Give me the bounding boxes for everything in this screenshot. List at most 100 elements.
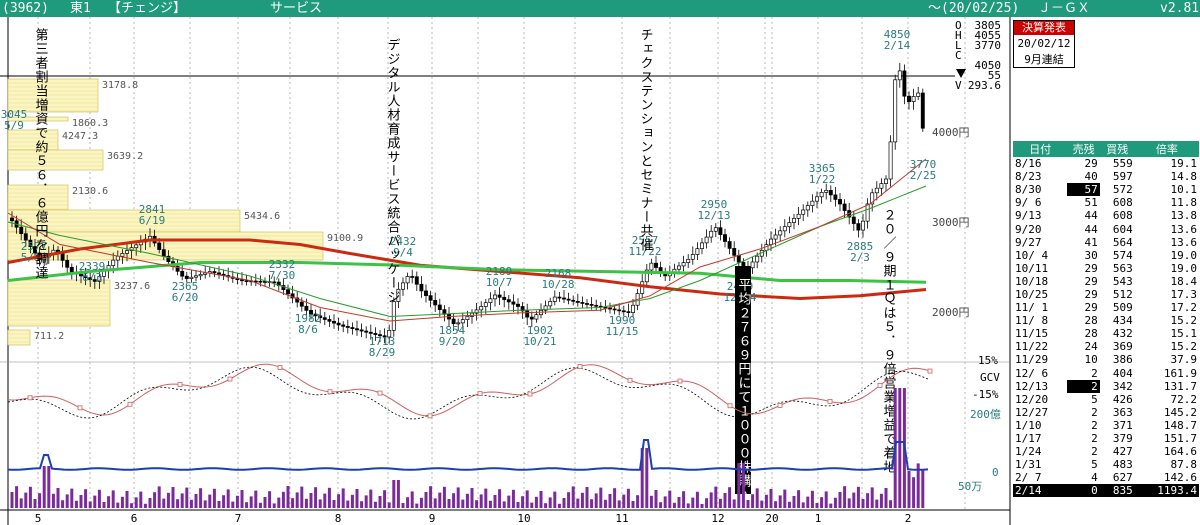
volume-bar: [56, 488, 60, 508]
x-tick-label: 10: [517, 512, 530, 525]
table-cell: 13.6: [1170, 222, 1198, 236]
volume-bar: [419, 497, 423, 508]
table-cell: 161.9: [1163, 366, 1197, 380]
candle-body: [879, 183, 884, 189]
candle-body: [874, 187, 879, 194]
table-cell: 1193.4: [1134, 484, 1199, 498]
oscillator-marker: [377, 390, 383, 396]
table-cell: 11/29: [1015, 353, 1049, 367]
candle-body: [451, 318, 456, 325]
volume-bar: [88, 501, 92, 508]
candle-body: [548, 301, 553, 307]
candle-body: [396, 288, 401, 302]
candle-body: [97, 275, 102, 282]
oscillator-signal-line: [7, 366, 929, 420]
candle-body: [543, 305, 548, 311]
volume-bar: [562, 498, 566, 508]
volume-bar: [723, 493, 727, 508]
news-annotation: 第三者割当増資で約５６．６億円を調達: [33, 28, 49, 280]
volume-bar: [507, 495, 511, 508]
price-annotation-value: 2950: [701, 198, 728, 211]
volume-bar: [249, 496, 253, 508]
table-row: 9/13 44 608 13.8: [1013, 209, 1199, 222]
volume-bar: [833, 497, 837, 508]
volume-bar: [521, 496, 525, 508]
volume-bar: [38, 493, 42, 508]
price-annotation-date: 6/3: [82, 271, 102, 284]
candle-body: [552, 296, 557, 302]
price-annotation-value: 2841: [139, 203, 166, 216]
col-ratio: 倍率: [1134, 141, 1199, 157]
price-annotation-value: 2577: [21, 240, 48, 253]
candle-body: [810, 200, 815, 206]
table-row: 10/ 4 30 574 19.0: [1013, 249, 1199, 262]
table-cell: 379: [1112, 432, 1133, 446]
table-cell: 563: [1112, 261, 1133, 275]
volume-bar: [314, 487, 318, 508]
oscillator-marker: [127, 401, 133, 407]
candle-body: [520, 306, 525, 312]
table-cell: 1/10: [1015, 418, 1042, 432]
candle-body: [69, 266, 74, 273]
volume-bar: [212, 488, 216, 508]
volume-profile-label: 3178.8: [102, 80, 138, 91]
table-cell: 28: [1084, 314, 1098, 328]
ohlc-label-v: V: [955, 79, 962, 92]
candle-body: [902, 70, 907, 97]
candle-body: [631, 304, 635, 313]
volume-unit-label: 50万: [958, 480, 982, 493]
table-cell: 608: [1112, 196, 1133, 210]
candle-body: [433, 299, 438, 306]
table-cell: 51: [1084, 196, 1098, 210]
volume-bar: [741, 463, 745, 508]
table-cell: 9/27: [1015, 235, 1042, 249]
table-cell: 543: [1112, 274, 1133, 288]
volume-bar: [15, 486, 19, 508]
candle-body: [345, 325, 350, 328]
table-cell: 597: [1112, 170, 1133, 184]
candle-body: [907, 95, 911, 102]
volume-bar: [677, 497, 681, 508]
volume-bar: [470, 488, 474, 508]
candle-body: [244, 280, 249, 282]
candle-body: [695, 248, 700, 255]
candle-body: [19, 226, 24, 235]
col-short: 売残: [1067, 141, 1100, 157]
volume-bar: [415, 503, 419, 508]
table-cell: 57: [1067, 183, 1100, 197]
volume-bar: [534, 496, 538, 508]
candle-body: [805, 205, 810, 211]
volume-bar: [341, 488, 345, 508]
table-row: 11/29 10 386 37.9: [1013, 353, 1199, 366]
candle-body: [884, 178, 888, 184]
table-cell: 44: [1084, 209, 1098, 223]
candle-body: [897, 70, 902, 81]
table-cell: 2: [1091, 445, 1098, 459]
table-cell: 483: [1112, 458, 1133, 472]
volume-bar: [599, 487, 603, 508]
price-annotation-date: 11/22: [628, 245, 661, 258]
oscillator-marker: [927, 368, 933, 374]
volume-bar: [479, 494, 483, 508]
table-row: 9/27 41 564 13.6: [1013, 236, 1199, 249]
candle-body: [166, 255, 171, 262]
candle-body: [189, 276, 194, 279]
table-cell: 12/27: [1015, 405, 1049, 419]
volume-bar: [682, 491, 686, 508]
table-cell: 9/ 6: [1015, 196, 1042, 210]
x-tick-label: 7: [235, 512, 242, 525]
candle-body: [773, 234, 778, 240]
volume-bar: [47, 466, 51, 508]
table-row: 1/31 5 483 87.8: [1013, 458, 1199, 471]
table-cell: 15.1: [1170, 327, 1198, 341]
table-cell: 512: [1112, 287, 1133, 301]
volume-bar: [185, 487, 189, 508]
candle-body: [401, 282, 405, 290]
market-label: 東1: [70, 1, 91, 16]
col-date: 日付: [1013, 141, 1068, 157]
volume-bar: [686, 503, 690, 508]
table-cell: 432: [1112, 327, 1133, 341]
candle-body: [437, 304, 442, 311]
table-cell: 8/30: [1015, 183, 1042, 197]
table-cell: 13.8: [1170, 209, 1198, 223]
